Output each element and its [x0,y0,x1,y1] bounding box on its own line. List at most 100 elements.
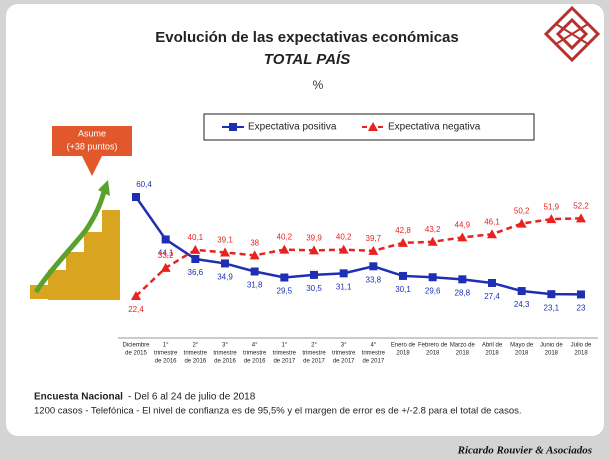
x-tick-label: 2° [192,343,198,349]
value-label: 38 [250,238,259,247]
point [338,244,349,254]
legend-label: Expectativa negativa [388,122,481,133]
x-tick-label: 2018 [574,351,588,357]
value-label: 31,1 [336,282,352,291]
x-tick-label: de 2016 [244,359,266,365]
point [191,255,200,264]
value-label: 39,7 [366,234,382,243]
value-label: 36,6 [188,268,204,277]
value-label: 30,5 [306,284,322,293]
annotation: (+38 puntos) [67,141,118,151]
value-label: 40,2 [336,233,352,242]
point [488,278,496,287]
value-label: 33,8 [366,275,382,284]
point [161,235,170,244]
footer-text: 1200 casos - Telefónica - El nivel de co… [34,406,522,417]
value-label: 27,4 [484,292,500,301]
x-tick-label: 1° [163,343,169,349]
value-label: 28,8 [455,288,471,297]
series-line [134,196,582,296]
value-label: 29,5 [277,287,293,296]
slide [6,4,604,436]
unit-label: % [313,78,324,92]
x-tick-label: 4° [370,343,376,349]
x-tick-label: de 2017 [273,359,295,365]
value-label: 23,1 [544,303,560,312]
x-tick-label: Junio de [540,343,563,349]
x-tick-label: 2018 [456,351,470,357]
x-tick-label: Julio de [571,343,592,349]
x-tick-label: trimestre [273,351,297,357]
point [576,213,586,223]
value-label: 33,2 [158,251,174,260]
point [279,244,290,254]
x-tick-label: Abril de [482,343,503,349]
value-label: 52,2 [573,201,589,210]
point [131,291,141,300]
value-label: 44,1 [158,249,174,258]
value-label: 39,1 [217,236,233,245]
coins-illustration [30,180,120,300]
logo [543,5,601,63]
value-label: 30,1 [395,285,411,294]
point [250,267,259,276]
x-tick-label: de 2017 [362,359,384,365]
chart-title: Evolución de las expectativas económicas [155,29,458,46]
point [428,273,437,282]
x-tick-label: 1° [281,343,287,349]
point [310,270,318,279]
value-label: 24,3 [514,300,530,309]
point [190,244,201,254]
legend-label: Expectativa positiva [248,122,337,133]
point [339,269,348,278]
point [427,236,438,246]
x-tick-label: trimestre [362,351,386,357]
x-tick-label: trimestre [213,351,237,357]
legend-marker [368,122,378,131]
annotation-box [52,126,132,156]
x-tick-label: 2018 [396,351,410,357]
value-label: 40,1 [188,233,204,242]
point [368,245,379,255]
legend-box [203,113,535,141]
point [487,229,497,239]
point [546,214,557,224]
point [457,232,468,242]
x-tick-label: trimestre [243,351,267,357]
x-tick-label: Diciembre [122,343,150,349]
value-label: 50,2 [514,207,530,216]
point [220,247,230,257]
x-tick-label: Mayo de [510,343,534,349]
brand: Ricardo Rouvier & Asociados [457,445,592,457]
x-tick-label: Enero de [391,343,416,349]
legend: Expectativa positiva Expectativa negativa [222,122,481,133]
value-label: 23 [577,304,586,313]
value-label: 31,8 [247,281,263,290]
annotation-arrow [82,156,102,176]
x-tick-label: de 2015 [125,351,147,357]
point [398,237,408,247]
x-tick-label: 2018 [545,351,559,357]
chart-subtitle: TOTAL PAÍS [264,51,350,68]
value-label: 22,4 [128,305,144,314]
x-tick-label: 2018 [426,351,440,357]
point [517,287,526,296]
legend-marker [229,123,237,131]
point [221,259,229,268]
point [280,273,289,282]
x-tick-label: trimestre [332,351,356,357]
point [458,275,467,284]
x-tick-label: 2018 [485,351,499,357]
x-tick-label: 2018 [515,351,529,357]
x-tick-label: de 2017 [333,359,355,365]
x-tick-label: Febrero de [418,343,448,349]
footer-text: - Del 6 al 24 de julio de 2018 [128,392,256,403]
value-label: 51,9 [544,202,560,211]
value-label: 44,9 [455,220,471,229]
point [399,271,407,280]
x-tick-label: trimestre [184,351,208,357]
value-label: 39,9 [306,234,322,243]
value-label: 42,8 [395,226,411,235]
point [132,193,140,201]
